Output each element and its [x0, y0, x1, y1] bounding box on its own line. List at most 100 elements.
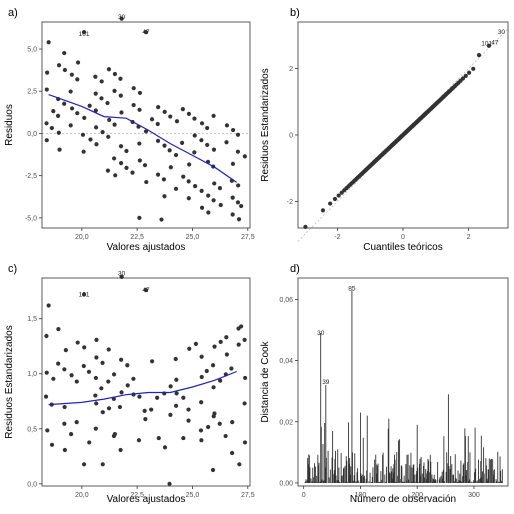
scale-location-point [229, 450, 235, 456]
y-tick-label: 0,5 [27, 426, 37, 433]
scale-location-point [206, 424, 211, 430]
residual-point [46, 40, 51, 45]
scale-location-point [44, 333, 49, 339]
residual-point [51, 109, 56, 114]
residual-point [112, 122, 117, 127]
y-tick-label: 0 [289, 132, 293, 139]
scale-location-point [168, 384, 173, 389]
y-tick-label: -2,5 [25, 173, 37, 180]
residual-point [137, 158, 142, 163]
residual-point [186, 111, 192, 116]
scale-location-point [212, 344, 217, 349]
scale-location-point [168, 412, 173, 417]
residual-point [218, 202, 223, 208]
residual-point [174, 119, 180, 124]
residual-point [131, 86, 136, 91]
panel-label: a) [8, 7, 18, 19]
panel-1: a) 20,0 22,5 25,0 27,5 -5,0 -2,5 0,0 2,5 5,0 Valor… [4, 7, 255, 253]
residual-point [155, 172, 161, 177]
plot-area: 30 101 47 [43, 271, 248, 486]
scale-location-point [186, 407, 191, 412]
x-tick-label: 20,0 [75, 234, 89, 241]
residual-point [242, 154, 247, 159]
residual-point [80, 132, 86, 137]
scale-location-point [211, 385, 216, 390]
scale-location-point [81, 363, 86, 369]
residual-point [144, 179, 149, 185]
residual-point [112, 71, 118, 77]
scale-location-point [199, 374, 204, 380]
scale-location-point [193, 341, 199, 347]
panel-border [41, 21, 251, 229]
residual-point [137, 90, 143, 96]
scale-location-point [74, 379, 79, 384]
scale-location-point [82, 345, 87, 350]
plot-area: 85 30 39 [303, 286, 503, 483]
observation-label: 30 [118, 271, 126, 278]
scale-location-point [187, 346, 192, 351]
residual-point [187, 162, 192, 167]
residual-point [236, 183, 241, 188]
x-tick-label: -2 [334, 234, 340, 241]
residual-point [168, 114, 173, 119]
residual-point [156, 105, 161, 110]
residual-point [230, 212, 235, 217]
y-tick-label: 0,02 [279, 419, 293, 426]
scale-location-point [119, 357, 124, 362]
scale-location-point [236, 342, 241, 347]
residual-point [44, 87, 49, 92]
x-tick-label: 2 [467, 234, 471, 241]
scale-location-point [56, 361, 61, 366]
qq-point [332, 196, 338, 202]
residual-point [206, 193, 211, 198]
residual-point [211, 113, 216, 118]
x-tick-label: 22,5 [130, 234, 144, 241]
residual-point [57, 147, 62, 152]
y-axis-title: Residuos Estandarizados [4, 325, 15, 438]
residual-point [112, 156, 117, 161]
residual-point [193, 184, 198, 189]
residual-point [143, 30, 149, 35]
scale-location-point [112, 432, 117, 437]
scale-location-point [62, 421, 67, 426]
residual-point [82, 115, 87, 121]
scale-location-point [62, 404, 67, 410]
x-axis-title: Valores ajustados [107, 494, 186, 505]
observation-label: 47 [491, 40, 499, 47]
scale-location-point [181, 395, 186, 400]
observation-label: 39 [322, 379, 330, 386]
residual-point [44, 138, 49, 143]
scale-location-point [218, 339, 223, 344]
residual-point [93, 91, 98, 96]
x-axis-title: Valores ajustados [107, 242, 186, 253]
scale-location-point [204, 368, 209, 374]
residual-point [56, 130, 61, 135]
observation-label: 101 [79, 292, 90, 299]
residual-point [217, 186, 223, 191]
y-tick-label: 2,5 [27, 89, 37, 96]
residual-point [107, 117, 112, 123]
residual-point [118, 76, 123, 81]
scale-location-point [49, 442, 55, 447]
scale-location-point [119, 390, 124, 395]
scale-location-point [51, 376, 56, 381]
residual-point [235, 200, 241, 205]
qq-point [336, 193, 341, 198]
scale-location-point [186, 418, 191, 423]
scale-location-point [173, 356, 178, 362]
scale-location-point [94, 401, 99, 406]
residual-point [173, 152, 179, 158]
scale-location-point [181, 435, 186, 441]
panel-3: c) 20,0 22,5 25,0 27,5 0,0 0,5 1,0 1,5 Valores aj… [4, 263, 255, 505]
residual-point [124, 148, 129, 154]
residual-point [206, 210, 211, 215]
y-tick-label: 5,0 [27, 47, 37, 54]
scale-location-point [81, 292, 87, 297]
residual-point [161, 177, 167, 182]
residual-point [99, 79, 104, 84]
residual-point [68, 123, 73, 128]
residual-point [68, 89, 73, 94]
qq-point [328, 201, 333, 206]
scale-location-point [199, 400, 204, 405]
scale-location-point [137, 394, 142, 399]
